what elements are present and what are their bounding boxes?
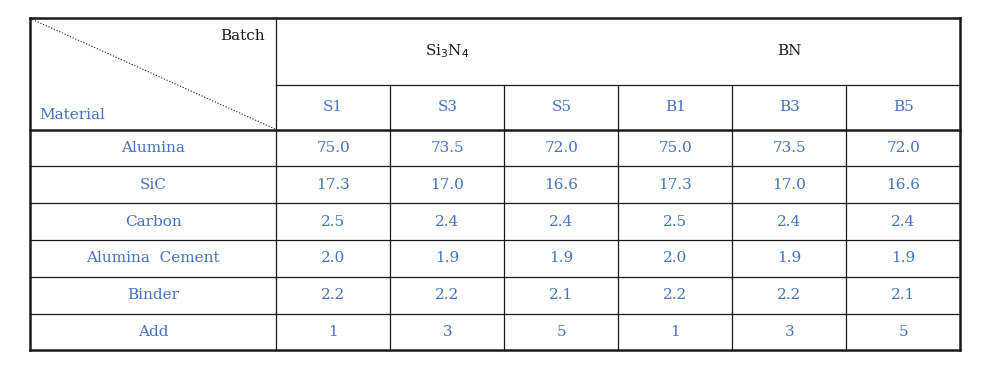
Text: 16.6: 16.6: [886, 178, 921, 192]
Text: SiC: SiC: [140, 178, 166, 192]
Text: 2.2: 2.2: [663, 288, 687, 302]
Text: 73.5: 73.5: [431, 141, 464, 155]
Text: B1: B1: [665, 100, 686, 114]
Text: 17.0: 17.0: [431, 178, 464, 192]
Text: 2.5: 2.5: [663, 215, 687, 228]
Text: 3: 3: [784, 325, 794, 339]
Text: 2.2: 2.2: [436, 288, 459, 302]
Text: S1: S1: [324, 100, 344, 114]
Text: 2.5: 2.5: [321, 215, 346, 228]
Text: 5: 5: [899, 325, 908, 339]
Text: Alumina  Cement: Alumina Cement: [86, 251, 220, 265]
Text: 17.3: 17.3: [317, 178, 350, 192]
Text: 2.4: 2.4: [891, 215, 916, 228]
Text: 1.9: 1.9: [549, 251, 573, 265]
Text: 75.0: 75.0: [317, 141, 350, 155]
Text: 72.0: 72.0: [544, 141, 578, 155]
Text: 2.2: 2.2: [321, 288, 346, 302]
Text: 1.9: 1.9: [777, 251, 802, 265]
Text: 2.0: 2.0: [321, 251, 346, 265]
Text: 5: 5: [556, 325, 566, 339]
Text: Add: Add: [138, 325, 168, 339]
Text: 16.6: 16.6: [544, 178, 578, 192]
Text: 2.4: 2.4: [436, 215, 459, 228]
Text: Binder: Binder: [127, 288, 179, 302]
Text: Alumina: Alumina: [121, 141, 185, 155]
Text: 72.0: 72.0: [886, 141, 921, 155]
Text: 2.4: 2.4: [777, 215, 802, 228]
Text: 2.0: 2.0: [663, 251, 687, 265]
Text: Carbon: Carbon: [125, 215, 181, 228]
Text: 17.3: 17.3: [658, 178, 692, 192]
Text: 2.1: 2.1: [549, 288, 573, 302]
Text: BN: BN: [777, 45, 802, 58]
Text: 73.5: 73.5: [772, 141, 806, 155]
Text: 2.4: 2.4: [549, 215, 573, 228]
Text: 1.9: 1.9: [436, 251, 459, 265]
Text: S5: S5: [551, 100, 571, 114]
Text: 2.2: 2.2: [777, 288, 802, 302]
Text: 1: 1: [329, 325, 339, 339]
Text: 75.0: 75.0: [658, 141, 692, 155]
Text: B3: B3: [779, 100, 800, 114]
Text: 1.9: 1.9: [891, 251, 916, 265]
Text: S3: S3: [438, 100, 457, 114]
Text: B5: B5: [893, 100, 914, 114]
Text: 1: 1: [670, 325, 680, 339]
Text: 2.1: 2.1: [891, 288, 916, 302]
Text: 17.0: 17.0: [772, 178, 806, 192]
Text: Material: Material: [40, 108, 106, 122]
Text: 3: 3: [443, 325, 452, 339]
Text: Batch: Batch: [220, 29, 264, 43]
Text: Si$_3$N$_4$: Si$_3$N$_4$: [425, 43, 469, 60]
